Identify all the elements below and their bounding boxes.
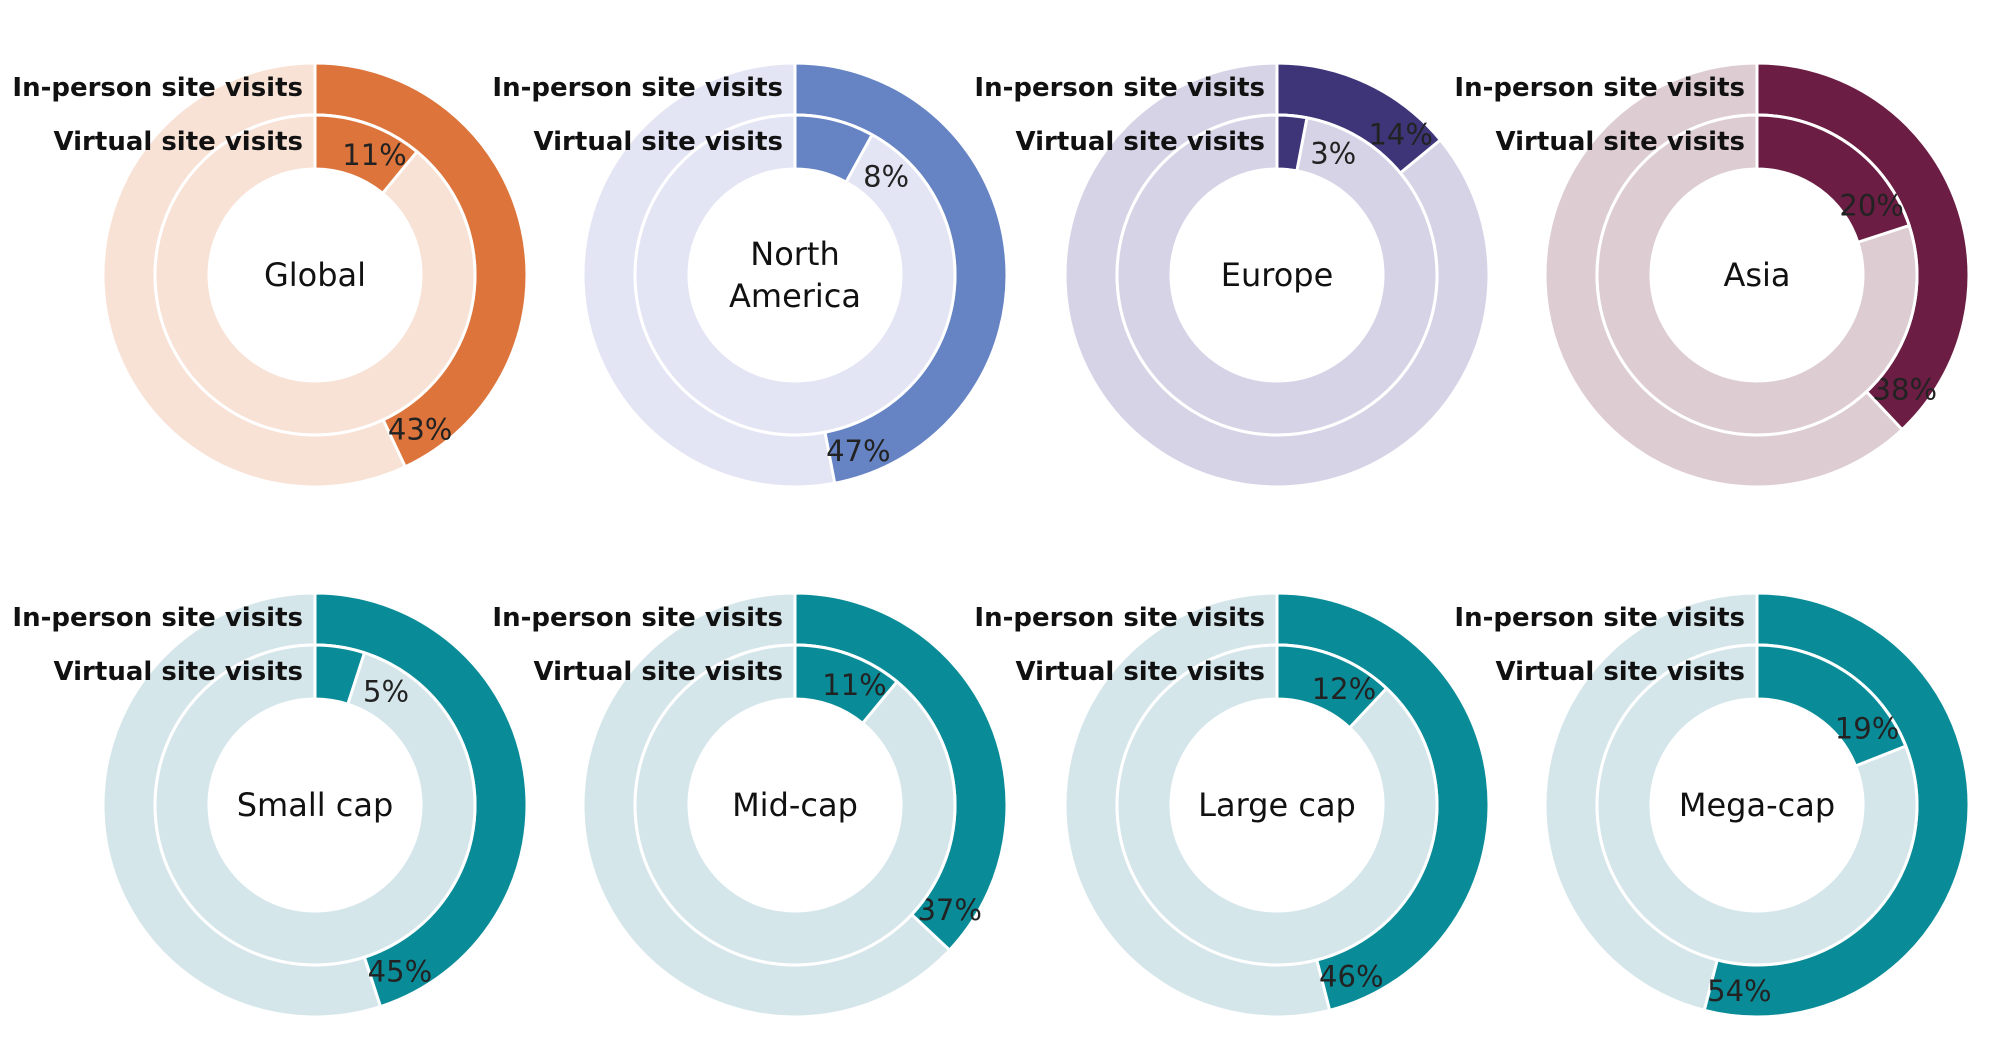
virtual-series-label-europe: Virtual site visits [1015, 127, 1265, 157]
in-person-pct-label-global: 43% [388, 413, 452, 447]
center-label-mega-cap: Mega-cap [1679, 786, 1835, 824]
in-person-series-label-small-cap: In-person site visits [12, 603, 303, 633]
virtual-series-label-large-cap: Virtual site visits [1015, 657, 1265, 687]
virtual-track-small-cap [153, 643, 477, 967]
in-person-series-label-mid-cap: In-person site visits [492, 603, 783, 633]
donut-mid-cap: 37% In-person site visits 11% Virtual site … [492, 591, 1009, 1019]
virtual-track-large-cap [1117, 645, 1437, 965]
donut-europe: 14% In-person site visits 3% Virtual site v… [974, 63, 1489, 487]
in-person-pct-label-europe: 14% [1368, 118, 1432, 152]
virtual-slice-small-cap [313, 643, 367, 707]
virtual-track-north-america [633, 113, 957, 437]
virtual-series-label-north-america: Virtual site visits [533, 127, 783, 157]
in-person-series-label-large-cap: In-person site visits [974, 603, 1265, 633]
virtual-pct-label-small-cap: 5% [363, 674, 409, 708]
center-label-mid-cap: Mid-cap [732, 786, 858, 824]
virtual-series-label-global: Virtual site visits [53, 127, 303, 157]
center-label-north-america-line-1: North [750, 235, 840, 273]
virtual-slice-asia [1755, 113, 1912, 245]
in-person-pct-label-small-cap: 45% [368, 955, 432, 989]
virtual-track-europe [1117, 115, 1437, 435]
virtual-pct-label-large-cap: 12% [1312, 672, 1376, 706]
virtual-pct-label-mega-cap: 19% [1835, 711, 1899, 745]
donut-large-cap: 46% In-person site visits 12% Virtual site … [974, 593, 1489, 1017]
virtual-series-label-small-cap: Virtual site visits [53, 657, 303, 687]
in-person-series-label-north-america: In-person site visits [492, 73, 783, 103]
center-label-europe: Europe [1221, 256, 1334, 294]
virtual-track-global [153, 113, 477, 437]
virtual-series-label-asia: Virtual site visits [1495, 127, 1745, 157]
virtual-slice-mid-cap [793, 643, 900, 726]
in-person-series-label-mega-cap: In-person site visits [1454, 603, 1745, 633]
in-person-pct-label-mid-cap: 37% [917, 893, 981, 927]
virtual-pct-label-north-america: 8% [863, 160, 909, 194]
virtual-pct-label-mid-cap: 11% [822, 668, 886, 702]
virtual-pct-label-europe: 3% [1310, 136, 1356, 170]
in-person-pct-label-north-america: 47% [826, 434, 890, 468]
virtual-pct-label-asia: 20% [1839, 188, 1903, 222]
donut-mega-cap: 54% In-person site visits 19% Virtual site … [1454, 593, 1969, 1017]
donut-north-america: 47% In-person site visits 8% Virtual site v… [492, 61, 1009, 489]
virtual-pct-label-global: 11% [342, 138, 406, 172]
donut-global: 43% In-person site visits 11% Virtual site … [12, 61, 529, 489]
center-label-asia: Asia [1723, 256, 1790, 294]
in-person-pct-label-asia: 38% [1873, 373, 1937, 407]
donut-asia: 38% In-person site visits 20% Virtual site … [1454, 63, 1969, 487]
in-person-pct-label-mega-cap: 54% [1707, 974, 1771, 1008]
donut-small-cap: 45% In-person site visits 5% Virtual site v… [12, 591, 529, 1019]
virtual-slice-global [313, 113, 420, 196]
in-person-series-label-asia: In-person site visits [1454, 73, 1745, 103]
virtual-track-mid-cap [633, 643, 957, 967]
virtual-slice-europe [1275, 113, 1309, 173]
virtual-series-label-mid-cap: Virtual site visits [533, 657, 783, 687]
virtual-slice-large-cap [1275, 643, 1389, 730]
center-label-small-cap: Small cap [237, 786, 394, 824]
virtual-series-label-mega-cap: Virtual site visits [1495, 657, 1745, 687]
virtual-slice-mega-cap [1755, 643, 1908, 768]
in-person-series-label-global: In-person site visits [12, 73, 303, 103]
center-label-global: Global [264, 256, 366, 294]
virtual-slice-north-america [793, 113, 875, 185]
in-person-series-label-europe: In-person site visits [974, 73, 1265, 103]
in-person-pct-label-large-cap: 46% [1319, 960, 1383, 994]
center-label-large-cap: Large cap [1198, 786, 1356, 824]
center-label-north-america-line-2: America [729, 277, 861, 315]
